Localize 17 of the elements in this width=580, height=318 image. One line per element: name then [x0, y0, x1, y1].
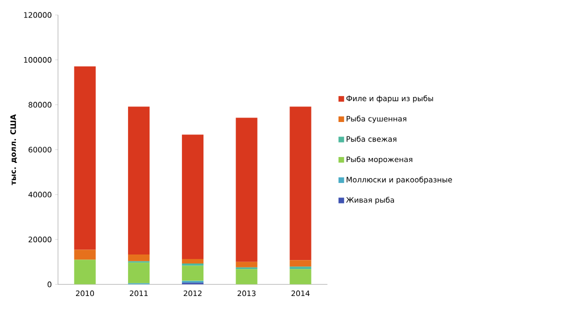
bar: [74, 250, 96, 260]
bar: [74, 260, 96, 284]
bar: [182, 266, 204, 281]
bar: [236, 118, 258, 262]
bar: [182, 263, 204, 266]
bar: [128, 262, 150, 284]
bar: [290, 106, 312, 260]
bar: [182, 134, 204, 259]
bar: [74, 66, 96, 250]
bar: [236, 262, 258, 268]
bar: [290, 260, 312, 267]
bar: [290, 266, 312, 270]
bar: [128, 254, 150, 262]
bar: [236, 269, 258, 284]
bar: [128, 106, 150, 254]
bar: [290, 269, 312, 284]
bar: [182, 258, 204, 264]
